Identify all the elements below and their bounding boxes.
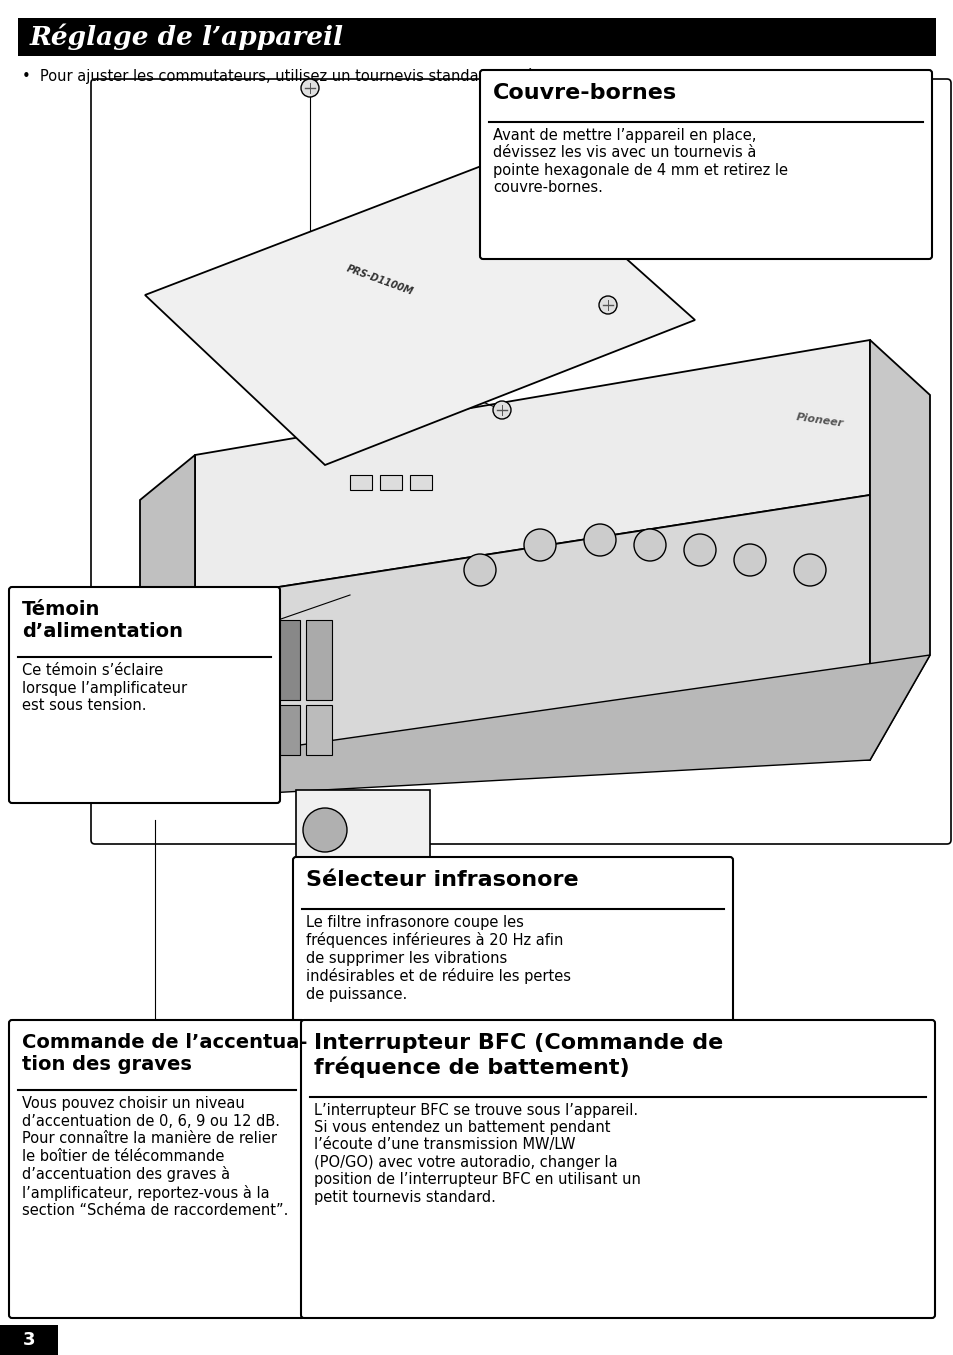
- Polygon shape: [210, 621, 235, 701]
- Text: Pioneer: Pioneer: [795, 412, 843, 428]
- Circle shape: [301, 79, 318, 98]
- Bar: [0, 1325, 58, 1355]
- Circle shape: [683, 534, 716, 566]
- Text: PRS-D1100M: PRS-D1100M: [345, 263, 415, 297]
- Polygon shape: [140, 654, 929, 799]
- Circle shape: [303, 808, 347, 852]
- Text: Réglage de l’appareil: Réglage de l’appareil: [30, 24, 344, 50]
- Circle shape: [793, 554, 825, 585]
- Polygon shape: [194, 495, 869, 760]
- Polygon shape: [869, 340, 929, 760]
- Text: Témoin
d’alimentation: Témoin d’alimentation: [22, 600, 183, 641]
- Polygon shape: [145, 154, 695, 465]
- Text: Ce témoin s’éclaire
lorsque l’amplificateur
est sous tension.: Ce témoin s’éclaire lorsque l’amplificat…: [22, 664, 187, 713]
- Text: L’interrupteur BFC se trouve sous l’appareil.
Si vous entendez un battement pend: L’interrupteur BFC se trouve sous l’appa…: [314, 1103, 640, 1205]
- FancyBboxPatch shape: [479, 70, 931, 259]
- FancyBboxPatch shape: [293, 856, 732, 1087]
- Text: Interrupteur BFC (Commande de
fréquence de battement): Interrupteur BFC (Commande de fréquence …: [314, 1033, 722, 1079]
- Polygon shape: [274, 705, 299, 755]
- Circle shape: [583, 524, 616, 556]
- Text: Sélecteur infrasonore: Sélecteur infrasonore: [306, 870, 578, 890]
- Text: •  Pour ajuster les commutateurs, utilisez un tournevis standard si nécessaire.: • Pour ajuster les commutateurs, utilise…: [22, 68, 598, 84]
- Text: 3: 3: [23, 1331, 35, 1350]
- FancyBboxPatch shape: [9, 1020, 305, 1318]
- Polygon shape: [379, 476, 401, 491]
- Circle shape: [598, 295, 617, 314]
- Circle shape: [493, 401, 511, 419]
- Circle shape: [551, 79, 568, 98]
- Text: Le filtre infrasonore coupe les
fréquences inférieures à 20 Hz afin
de supprimer: Le filtre infrasonore coupe les fréquenc…: [306, 915, 571, 1001]
- Text: Vous pouvez choisir un niveau
d’accentuation de 0, 6, 9 ou 12 dB.
Pour connaître: Vous pouvez choisir un niveau d’accentua…: [22, 1096, 288, 1218]
- Polygon shape: [140, 455, 194, 799]
- Polygon shape: [350, 476, 372, 491]
- Circle shape: [733, 543, 765, 576]
- Circle shape: [523, 528, 556, 561]
- Polygon shape: [306, 705, 332, 755]
- Polygon shape: [274, 621, 299, 701]
- Polygon shape: [210, 705, 235, 755]
- Polygon shape: [194, 340, 869, 600]
- Text: Avant de mettre l’appareil en place,
dévissez les vis avec un tournevis à
pointe: Avant de mettre l’appareil en place, dév…: [493, 127, 787, 195]
- FancyBboxPatch shape: [91, 79, 950, 844]
- Polygon shape: [242, 705, 268, 755]
- Text: Couvre-bornes: Couvre-bornes: [493, 83, 677, 103]
- Polygon shape: [306, 621, 332, 701]
- Bar: [18, 18, 935, 56]
- Circle shape: [463, 554, 496, 585]
- Text: Commande de l’accentua-
tion des graves: Commande de l’accentua- tion des graves: [22, 1033, 307, 1075]
- FancyBboxPatch shape: [301, 1020, 934, 1318]
- Circle shape: [634, 528, 665, 561]
- Polygon shape: [295, 790, 430, 870]
- Polygon shape: [410, 476, 432, 491]
- FancyBboxPatch shape: [9, 587, 280, 804]
- Polygon shape: [242, 621, 268, 701]
